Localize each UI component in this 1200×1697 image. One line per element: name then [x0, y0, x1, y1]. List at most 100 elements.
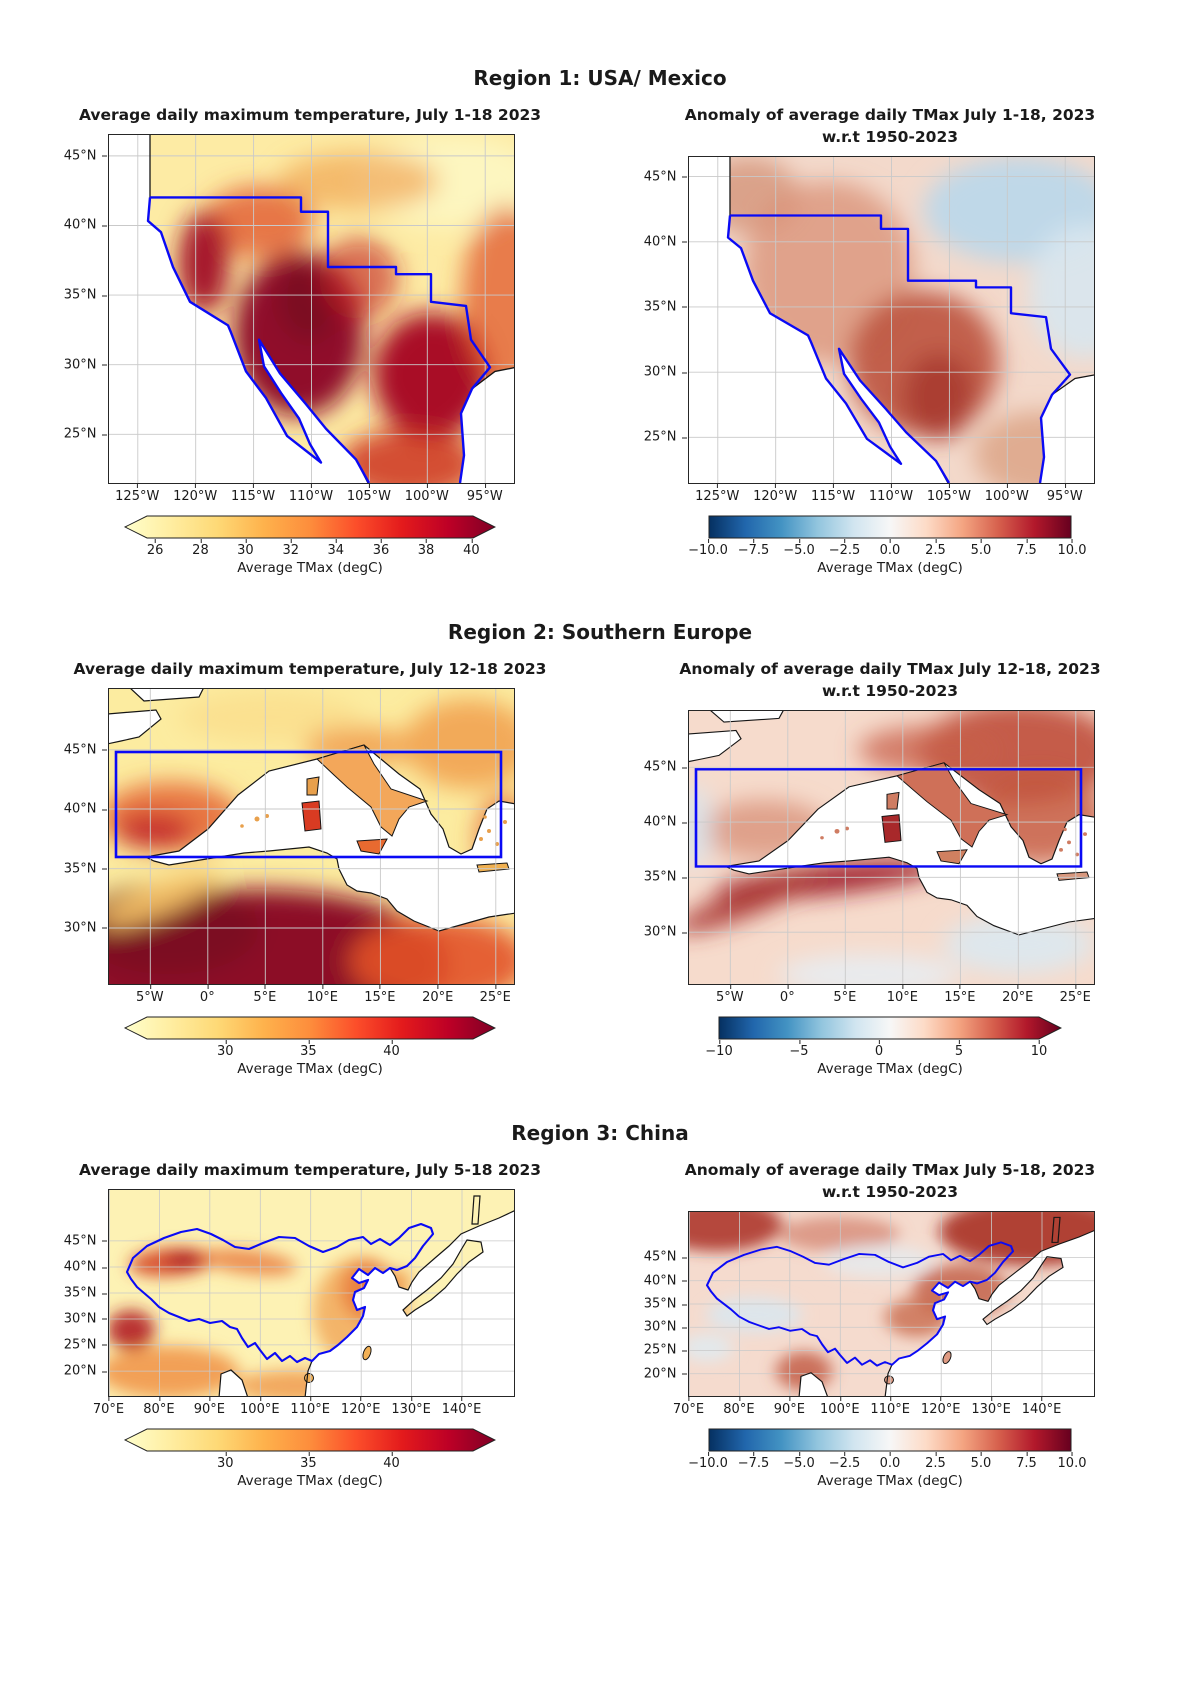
sicily — [356, 839, 387, 854]
tick-label: −10.0 — [688, 1452, 728, 1471]
gridlines — [108, 135, 514, 483]
tick-label: −5 — [789, 1040, 809, 1059]
region-outline — [705, 1241, 1014, 1367]
tick-label: 105°W — [346, 483, 391, 504]
panel-title: Average daily maximum temperature, July … — [40, 658, 580, 680]
gridlines — [688, 1212, 1094, 1396]
sea-biscay — [108, 709, 162, 745]
tick-label: 25°E — [1059, 984, 1091, 1005]
sea-channel — [129, 689, 204, 702]
colorbar-label: Average TMax (degC) — [817, 560, 963, 576]
tick-label: 30 — [216, 1040, 234, 1059]
region-outline — [726, 214, 1071, 483]
tick-label: 7.5 — [1016, 1452, 1037, 1471]
colorbar-gradient-rdbu — [718, 1016, 1062, 1040]
region-1-title: Region 1: USA/ Mexico — [473, 66, 727, 90]
panel-title-line1: Average daily maximum temperature, July … — [78, 106, 542, 124]
tick-label: 115°W — [230, 483, 276, 504]
colorbar-gradient-rdbu — [708, 1428, 1072, 1452]
panel-china-tmax: Average daily maximum temperature, July … — [40, 1159, 580, 1489]
colorbar-tmax-usa: 26 28 30 32 34 36 38 40 Average TMax (degC) — [124, 514, 496, 576]
panel-title-line1: Average daily maximum temperature, July … — [78, 1161, 542, 1179]
panel-title: Anomaly of average daily TMax July 5-18,… — [620, 1159, 1160, 1203]
tick-label: 30°N — [643, 364, 687, 380]
tick-label: −5.0 — [783, 1452, 815, 1471]
tick-label: −2.5 — [828, 1452, 861, 1471]
tick-label: 15°E — [364, 984, 396, 1005]
colorbar-ticks: −10 −5 0 5 10 — [705, 1040, 1047, 1059]
map-china-tmax-svg — [108, 1190, 514, 1396]
tick-label: 34 — [327, 539, 345, 558]
colorbar-ticks: −10.0 −7.5 −5.0 −2.5 0.0 2.5 5.0 7.5 10.0 — [688, 539, 1086, 558]
sardinia — [881, 814, 901, 843]
tick-label: 80°E — [143, 1396, 175, 1417]
panel-title-line1: Anomaly of average daily TMax July 1-18,… — [684, 106, 1096, 124]
x-axis-ticks: 125°W 120°W 115°W 110°W 105°W 100°W 95°W — [109, 483, 514, 505]
tick-label: 140°E — [1021, 1396, 1062, 1417]
tick-label: 30°N — [63, 357, 107, 373]
tick-label: 110°W — [288, 483, 334, 504]
tick-label: 35°N — [643, 1296, 687, 1312]
hainan — [303, 1373, 314, 1383]
tick-label: 0° — [779, 984, 795, 1005]
tick-label: 45°N — [63, 742, 107, 758]
colorbar-label: Average TMax (degC) — [817, 1473, 963, 1489]
tick-label: 25°E — [479, 984, 511, 1005]
tick-label: 80°E — [723, 1396, 755, 1417]
sea-channel — [709, 711, 784, 723]
panel-title-line1: Anomaly of average daily TMax July 12-18… — [679, 660, 1101, 678]
panel-title-line2: w.r.t 1950-2023 — [821, 128, 959, 146]
tick-label: 35°N — [643, 299, 687, 315]
taiwan — [941, 1351, 952, 1365]
gridlines — [688, 711, 1094, 984]
tick-label: 125°W — [115, 483, 160, 504]
tick-label: 120°W — [173, 483, 218, 504]
tick-label: 0 — [874, 1040, 884, 1059]
tick-label: 40°N — [643, 234, 687, 250]
tick-label: −7.5 — [737, 539, 770, 558]
tick-label: 10.0 — [1057, 1452, 1087, 1471]
tick-label: 110°W — [868, 483, 914, 504]
map-usa-mexico-tmax: 45°N 40°N 35°N 30°N 25°N 125°W 120°W 115°W 110°… — [64, 134, 515, 504]
corsica — [886, 792, 899, 810]
tick-label: 35°N — [643, 869, 687, 885]
sea-biscay — [688, 729, 742, 763]
panel-title: Anomaly of average daily TMax July 1-18,… — [620, 104, 1160, 148]
tick-label: −2.5 — [828, 539, 861, 558]
tick-label: 10°E — [306, 984, 338, 1005]
tick-label: 35 — [300, 1452, 317, 1471]
tick-label: 5°W — [715, 984, 744, 1005]
tick-label: 45°N — [63, 1233, 107, 1249]
panel-title-line2: w.r.t 1950-2023 — [821, 682, 959, 700]
sardinia — [301, 801, 321, 831]
region-outline — [694, 768, 1082, 868]
tick-label: 100°E — [240, 1396, 280, 1417]
tick-label: 115°W — [810, 483, 856, 504]
colorbar-gradient-ylorrd — [124, 1428, 496, 1452]
panel-title: Average daily maximum temperature, July … — [40, 1159, 580, 1181]
section-region-3: Region 3: China Average daily maximum te… — [0, 1077, 1200, 1489]
tick-label: 35°N — [63, 1285, 107, 1301]
colorbar-ticks: 30 35 40 — [147, 1040, 473, 1059]
colorbar-ticks: 30 35 40 — [147, 1452, 473, 1471]
panel-title-line1: Average daily maximum temperature, July … — [73, 660, 547, 678]
tick-label: 130°E — [971, 1396, 1011, 1417]
tick-label: 40°N — [63, 217, 107, 233]
tick-label: 2.5 — [925, 539, 946, 558]
taiwan — [361, 1345, 372, 1361]
tick-label: 30 — [216, 1452, 234, 1471]
gridlines — [688, 157, 1094, 483]
tick-label: 120°E — [340, 1396, 381, 1417]
tick-label: 120°E — [920, 1396, 961, 1417]
map-europe-tmax-svg — [108, 689, 514, 984]
tick-label: 20°E — [1002, 984, 1034, 1005]
tick-label: 95°W — [466, 483, 503, 504]
tick-label: 5 — [954, 1040, 964, 1059]
map-europe-tmax: 45°N 40°N 35°N 30°N 5°W 0° 5°E 10°E 15°E 20°E 25°… — [64, 688, 515, 1005]
colorbar-ticks: −10.0 −7.5 −5.0 −2.5 0.0 2.5 5.0 7.5 10.0 — [688, 1452, 1086, 1471]
tick-label: 0.0 — [879, 1452, 901, 1471]
tick-label: 105°W — [926, 483, 971, 504]
tick-label: 25°N — [63, 426, 107, 442]
gridlines — [108, 689, 514, 984]
tick-label: 30°N — [63, 920, 107, 936]
